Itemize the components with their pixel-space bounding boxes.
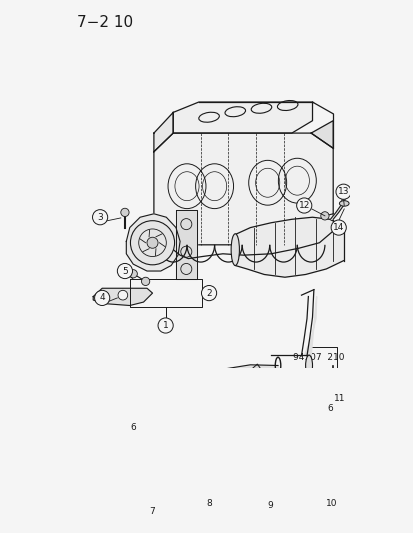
Circle shape xyxy=(130,221,174,265)
Text: 9: 9 xyxy=(266,501,272,510)
Circle shape xyxy=(92,209,107,225)
Circle shape xyxy=(125,420,140,435)
Text: 1: 1 xyxy=(162,321,168,330)
Text: 12: 12 xyxy=(298,201,309,210)
Polygon shape xyxy=(126,214,180,271)
Polygon shape xyxy=(164,365,278,397)
Circle shape xyxy=(158,318,173,333)
Polygon shape xyxy=(154,133,332,245)
Circle shape xyxy=(335,184,350,199)
Text: 11: 11 xyxy=(334,394,345,403)
Text: 6: 6 xyxy=(326,404,332,413)
Circle shape xyxy=(117,263,132,279)
Circle shape xyxy=(145,504,160,519)
Circle shape xyxy=(330,220,345,235)
Text: 5: 5 xyxy=(122,266,128,276)
Polygon shape xyxy=(235,217,343,277)
Polygon shape xyxy=(249,364,260,379)
Text: 7: 7 xyxy=(149,507,155,516)
Circle shape xyxy=(296,198,311,213)
Circle shape xyxy=(201,496,216,511)
Circle shape xyxy=(147,237,158,248)
Text: 14: 14 xyxy=(332,223,344,232)
Text: 10: 10 xyxy=(325,499,337,508)
Circle shape xyxy=(201,286,216,301)
Polygon shape xyxy=(330,190,345,219)
Circle shape xyxy=(121,208,129,216)
Text: 4: 4 xyxy=(99,294,105,302)
Circle shape xyxy=(94,290,109,305)
Circle shape xyxy=(323,496,339,511)
Ellipse shape xyxy=(305,355,312,376)
Polygon shape xyxy=(202,421,217,438)
Text: 8: 8 xyxy=(206,499,211,508)
Polygon shape xyxy=(176,211,196,279)
Polygon shape xyxy=(311,120,332,148)
Text: 3: 3 xyxy=(97,213,103,222)
Circle shape xyxy=(321,401,337,416)
Text: 13: 13 xyxy=(337,187,349,196)
Text: 6: 6 xyxy=(130,423,136,432)
Circle shape xyxy=(328,370,337,379)
Ellipse shape xyxy=(230,234,239,265)
Text: 7−2 10: 7−2 10 xyxy=(76,15,133,30)
Polygon shape xyxy=(154,112,173,152)
Ellipse shape xyxy=(339,201,348,206)
Circle shape xyxy=(129,270,137,278)
Circle shape xyxy=(118,290,127,300)
Text: 94107  210: 94107 210 xyxy=(292,353,343,362)
Polygon shape xyxy=(173,102,312,133)
Polygon shape xyxy=(93,288,152,305)
Circle shape xyxy=(320,212,328,220)
Circle shape xyxy=(261,498,277,513)
Polygon shape xyxy=(304,296,316,356)
Circle shape xyxy=(141,277,150,286)
Circle shape xyxy=(332,391,347,406)
Text: 2: 2 xyxy=(206,288,211,297)
